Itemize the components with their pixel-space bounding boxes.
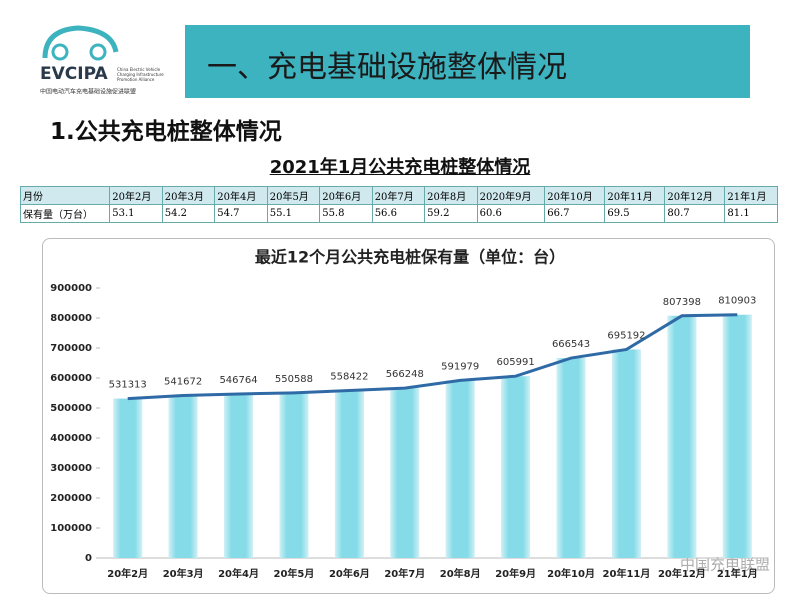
logo-wheel <box>51 43 69 61</box>
watermark: 中国充电联盟 <box>680 556 770 574</box>
x-tick-label: 20年2月 <box>107 567 148 580</box>
table-cell: 54.2 <box>161 204 216 223</box>
chart-title: 最近12个月公共充电桩保有量（单位：台） <box>255 248 565 267</box>
x-tick-label: 20年9月 <box>495 567 536 580</box>
table-cell: 20年4月 <box>214 186 268 205</box>
table-cell: 55.8 <box>319 204 373 223</box>
value-label: 591979 <box>441 361 479 372</box>
bar-shade <box>224 393 253 558</box>
value-label: 666543 <box>552 339 590 350</box>
table-cell: 20年7月 <box>371 186 426 205</box>
y-tick-label: 400000 <box>50 433 92 444</box>
y-tick-label: 100000 <box>50 523 92 534</box>
value-label: 550588 <box>275 374 313 385</box>
bar-shade <box>168 395 198 558</box>
x-tick-label: 20年4月 <box>218 567 259 580</box>
x-tick-label: 20年11月 <box>603 567 651 580</box>
table-cell: 保有量（万台） <box>19 204 111 223</box>
y-tick-label: 600000 <box>50 373 92 384</box>
y-tick-label: 200000 <box>50 493 92 504</box>
table-cell: 59.2 <box>424 204 478 223</box>
y-tick-label: 300000 <box>50 463 92 474</box>
table-cell: 21年1月 <box>724 186 778 205</box>
table-row: 保有量（万台） 53.1 54.2 54.7 55.1 55.8 56.6 59.2 60.6 6… <box>19 204 778 223</box>
bar-shade <box>612 349 641 558</box>
x-tick-label: 20年3月 <box>163 567 204 580</box>
bar-shade <box>390 388 420 558</box>
x-tick-label: 20年6月 <box>329 567 370 580</box>
table-cell: 20年12月 <box>664 186 726 205</box>
value-label: 807398 <box>663 297 701 308</box>
table-cell: 20年11月 <box>604 186 666 205</box>
value-label: 546764 <box>219 375 257 386</box>
value-label: 605991 <box>497 357 535 368</box>
y-tick-label: 500000 <box>50 403 92 414</box>
logo-cn: 中国电动汽车充电基础设施促进联盟 <box>40 88 136 96</box>
value-label: 695192 <box>607 330 645 341</box>
logo-en: Charging Infrastructure <box>117 72 164 77</box>
value-label: 810903 <box>718 296 756 307</box>
logo-name: EVCIPA <box>40 64 108 84</box>
table-cell: 53.1 <box>109 204 163 223</box>
table-cell: 81.1 <box>724 204 778 223</box>
bar-shade <box>667 315 697 558</box>
value-label: 566248 <box>386 369 424 380</box>
table-cell: 20年8月 <box>424 186 478 205</box>
logo-en: Promotion Alliance <box>117 77 155 82</box>
logo-en: China Electric Vehicle <box>117 67 161 72</box>
value-label: 531313 <box>109 380 147 391</box>
bar-shade <box>113 398 143 558</box>
chart-panel <box>42 238 775 594</box>
logo: EVCIPA China Electric Vehicle Charging I… <box>40 25 164 96</box>
bar-shade <box>334 390 364 558</box>
x-tick-label: 20年8月 <box>440 567 481 580</box>
x-tick-label: 20年10月 <box>547 567 595 580</box>
y-tick-label: 800000 <box>50 313 92 324</box>
bar-shade <box>556 358 586 558</box>
line <box>127 313 738 401</box>
section-title: 1.公共充电桩整体情况 <box>50 119 282 145</box>
value-label: 541672 <box>164 376 202 387</box>
table-cell: 月份 <box>19 186 111 205</box>
table-row: 月份 20年2月 20年3月 20年4月 20年5月 20年6月 20年7月 20年8月 202… <box>19 186 778 205</box>
x-tick-label: 20年12月 <box>658 567 706 580</box>
table-cell: 66.7 <box>544 204 606 223</box>
table-cell: 80.7 <box>664 204 726 223</box>
x-tick-label: 21年1月 <box>717 567 758 580</box>
x-tick-label: 20年5月 <box>274 567 315 580</box>
header: 一、充电基础设施整体情况 <box>185 25 750 98</box>
bar-shade <box>722 314 752 558</box>
table-title: 2021年1月公共充电桩整体情况 <box>269 157 531 178</box>
data-table: 月份 20年2月 20年3月 20年4月 20年5月 20年6月 20年7月 20年8月 202… <box>19 186 778 223</box>
table-cell: 20年2月 <box>109 186 163 205</box>
header-title: 一、充电基础设施整体情况 <box>207 50 567 85</box>
y-tick-label: 700000 <box>50 343 92 354</box>
value-label: 558422 <box>330 371 368 382</box>
y-tick-label: 900000 <box>50 283 92 294</box>
bar-shade <box>445 380 475 558</box>
logo-wheel <box>89 43 107 61</box>
table-cell: 20年5月 <box>266 186 321 205</box>
y-tick-label: 0 <box>85 553 92 564</box>
table-cell: 20年3月 <box>161 186 216 205</box>
bar-shade <box>501 376 531 558</box>
bar-shade <box>279 392 309 558</box>
x-tick-label: 20年7月 <box>384 567 425 580</box>
logo-arc <box>42 25 119 59</box>
